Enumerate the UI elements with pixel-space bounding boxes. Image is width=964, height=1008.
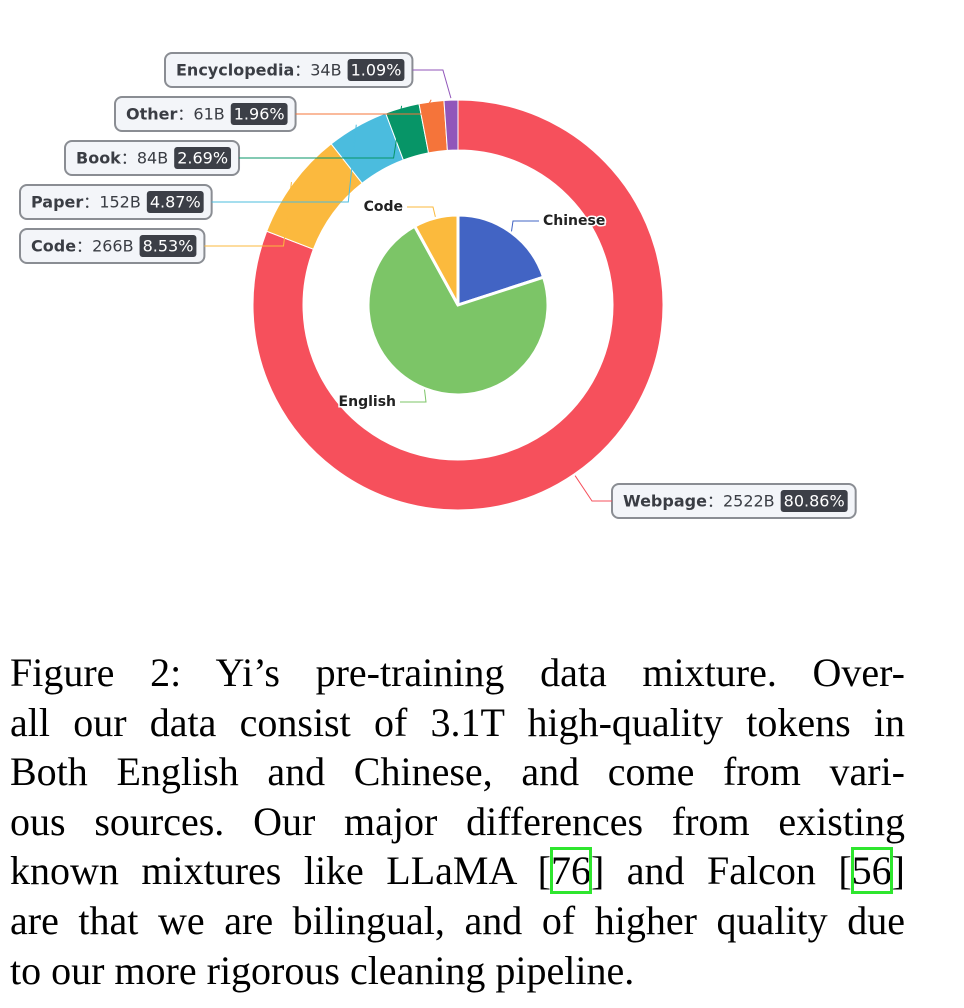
label-name: Webpage (623, 492, 707, 511)
citation[interactable]: 56 (850, 847, 893, 895)
caption-text: ] (891, 848, 905, 894)
percent-box (146, 191, 204, 213)
caption-text: known mixtures like LLaMA [ (10, 848, 551, 894)
leader-line (412, 69, 452, 99)
leader-line (295, 99, 432, 115)
leader-line (204, 181, 292, 247)
donut-slice (252, 99, 664, 511)
slice-label: Code： 266B 8.53% (19, 228, 206, 264)
leader-line (211, 124, 357, 203)
caption-line: Both English and Chinese, and come from … (10, 749, 905, 795)
label-separator: ： (294, 61, 310, 80)
caption: Figure 2: Yi’s pre-training data mixture… (10, 648, 905, 995)
label-percent: 1.96% (234, 105, 285, 124)
caption-line: are that we are bilingual, and of higher… (10, 897, 905, 943)
label-separator: ： (76, 237, 92, 256)
pie-slice (366, 224, 550, 397)
caption-line: all our data consist of 3.1T high-qualit… (10, 699, 905, 745)
donut-slice (443, 99, 459, 151)
label-separator: ： (83, 193, 99, 212)
leader-line (574, 475, 612, 502)
label-name: Encyclopedia (176, 61, 294, 80)
chart: Webpage： 2522B 80.86%Code： 266B 8.53%Paper： 1… (19, 52, 857, 519)
label-value: 266B (92, 237, 134, 256)
percent-box (139, 235, 197, 257)
label-percent: 80.86% (784, 492, 845, 511)
percent-box (230, 103, 288, 125)
caption-line: to our more rigorous cleaning pipeline. (10, 947, 635, 993)
label-percent: 1.09% (351, 61, 402, 80)
label-value: 61B (193, 105, 224, 124)
label-name: Paper (31, 193, 83, 212)
percent-box (174, 147, 232, 169)
label-percent: 8.53% (143, 237, 194, 256)
pie-label: English (339, 394, 396, 410)
pie-slice (412, 213, 460, 306)
caption-line: Figure 2: Yi’s pre-training data mixture… (10, 650, 905, 695)
label-separator: ： (121, 149, 137, 168)
pie-label: Chinese (543, 213, 605, 229)
leader-line (510, 220, 539, 232)
label-value: 34B (310, 61, 341, 80)
slice-label: Webpage： 2522B 80.86% (611, 483, 857, 519)
label-value: 84B (137, 149, 168, 168)
pie-slice (456, 213, 546, 308)
slice-label: Book： 84B 2.69% (64, 140, 241, 176)
label-percent: 2.69% (177, 149, 228, 168)
label-name: Book (76, 149, 121, 168)
caption-line: known mixtures like LLaMA [76] and Falco… (10, 846, 905, 896)
leader-line (400, 389, 427, 403)
slice-label: Paper： 152B 4.87% (19, 184, 213, 220)
label-value: 152B (99, 193, 141, 212)
leader-line (407, 206, 436, 217)
caption-line: ous sources. Our major differences from … (10, 798, 905, 844)
pie-label: Code (364, 199, 403, 215)
label-separator: ： (707, 492, 723, 511)
leader-line (239, 105, 403, 159)
label-value: 2522B (723, 492, 775, 511)
caption-text: ] and Falcon [ (590, 848, 852, 894)
slice-label: Encyclopedia： 34B 1.09% (164, 52, 414, 88)
label-name: Code (31, 237, 76, 256)
percent-box (780, 490, 848, 512)
label-percent: 4.87% (150, 193, 201, 212)
label-name: Other (126, 105, 177, 124)
percent-box (347, 59, 405, 81)
label-separator: ： (177, 105, 193, 124)
slice-label: Other： 61B 1.96% (114, 96, 297, 132)
citation[interactable]: 76 (549, 847, 592, 895)
